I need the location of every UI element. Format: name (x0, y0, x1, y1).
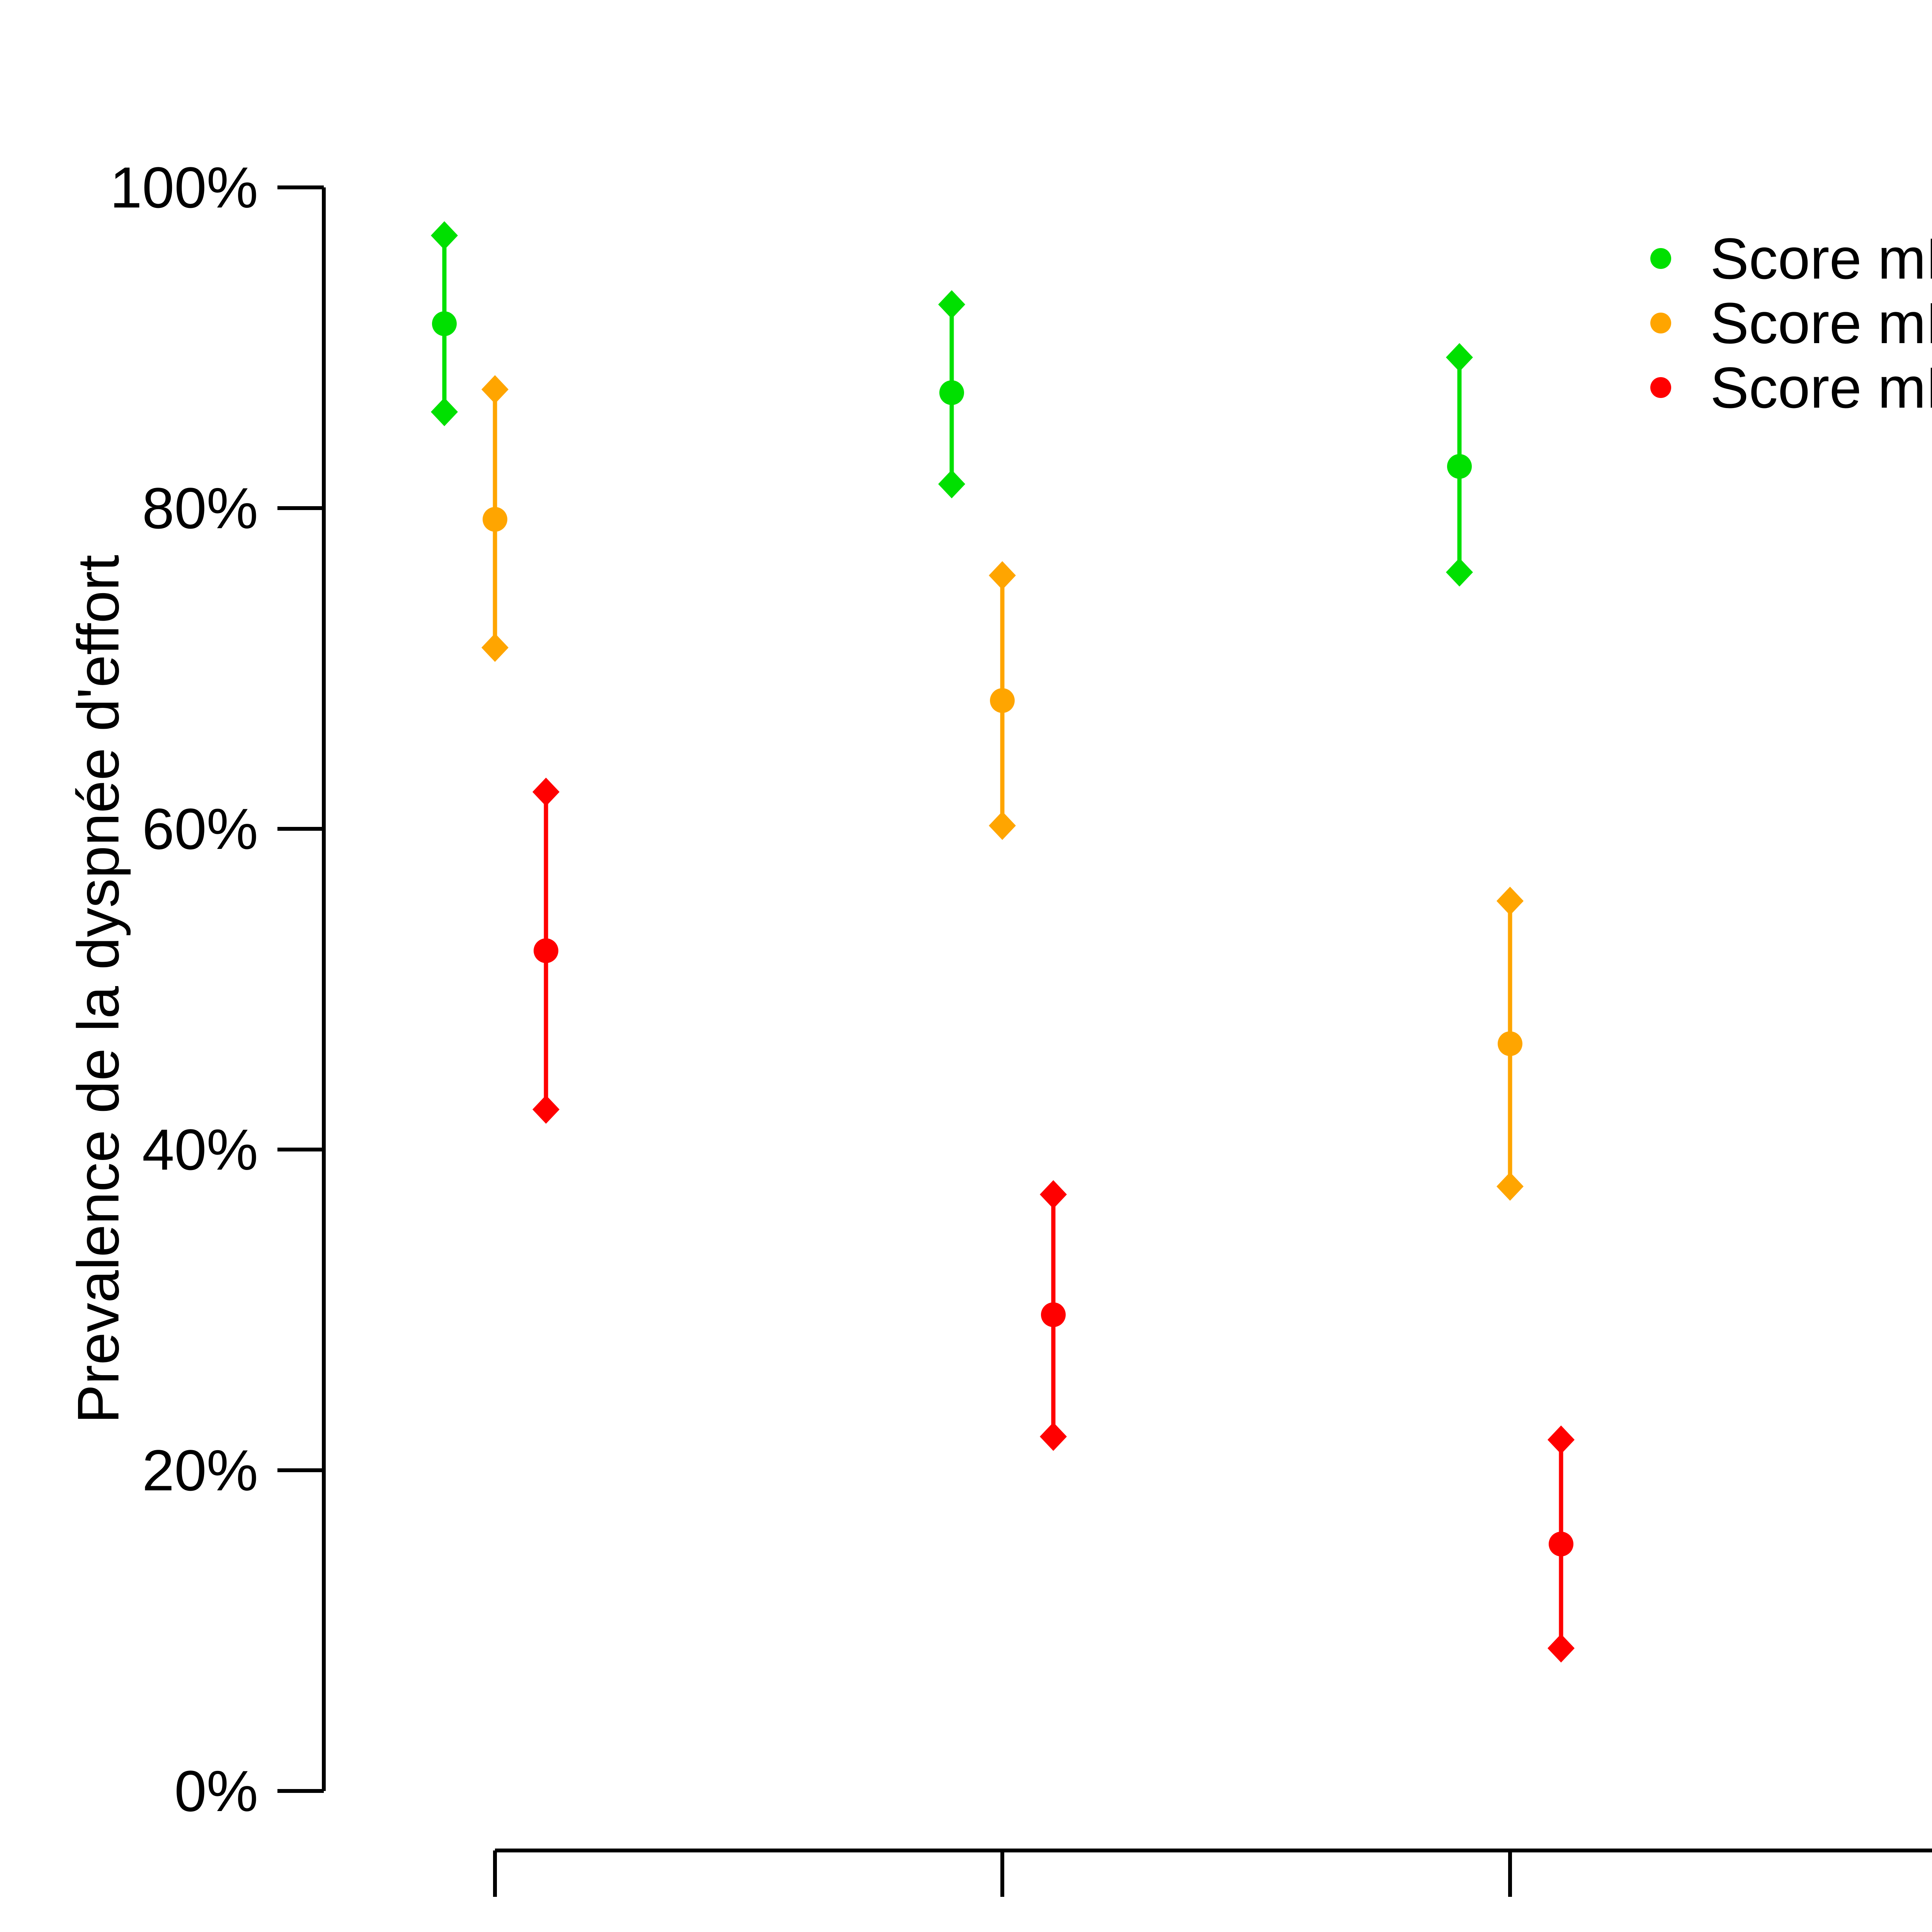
ci-lower-diamond (481, 633, 509, 662)
ci-upper-diamond (989, 561, 1016, 590)
point-estimate-dot (990, 688, 1015, 713)
point-estimate-dot (534, 938, 558, 963)
point-estimate-dot (432, 311, 457, 336)
ci-lower-diamond (532, 1095, 560, 1124)
legend-label: Score mMRC ≥ 1 (1710, 226, 1932, 291)
ci-lower-diamond (1446, 558, 1473, 587)
legend-dot (1650, 248, 1671, 269)
ci-upper-diamond (1497, 886, 1524, 915)
point-estimate-dot (483, 507, 507, 532)
legend-label: Score mMRC ≥ 2 (1710, 291, 1932, 355)
y-axis-title: Prevalence de la dyspnée d'effort (65, 554, 131, 1424)
ci-lower-diamond (1548, 1634, 1575, 1663)
y-tick-label: 40% (142, 1117, 258, 1182)
y-tick-label: 20% (142, 1438, 258, 1503)
y-tick-label: 100% (110, 155, 258, 220)
ci-lower-diamond (431, 398, 458, 426)
point-estimate-dot (939, 380, 964, 405)
ci-upper-diamond (938, 290, 965, 319)
ci-lower-diamond (938, 469, 965, 498)
y-tick-label: 80% (142, 476, 258, 541)
point-estimate-dot (1041, 1302, 1066, 1327)
ci-upper-diamond (1548, 1425, 1575, 1454)
ci-upper-diamond (532, 777, 560, 806)
legend-dot (1650, 313, 1671, 333)
point-estimate-dot (1447, 454, 1472, 479)
ci-lower-diamond (989, 811, 1016, 840)
ci-lower-diamond (1040, 1422, 1067, 1451)
point-estimate-dot (1549, 1531, 1573, 1556)
ci-upper-diamond (431, 221, 458, 250)
legend-dot (1650, 377, 1671, 398)
legend-label: Score mMRC ≥ 3 (1710, 355, 1932, 420)
ci-lower-diamond (1497, 1172, 1524, 1201)
y-tick-label: 0% (174, 1759, 258, 1823)
ci-upper-diamond (1446, 343, 1473, 372)
ci-upper-diamond (1040, 1180, 1067, 1209)
ci-upper-diamond (481, 375, 509, 404)
point-estimate-dot (1498, 1031, 1522, 1056)
y-tick-label: 60% (142, 796, 258, 861)
